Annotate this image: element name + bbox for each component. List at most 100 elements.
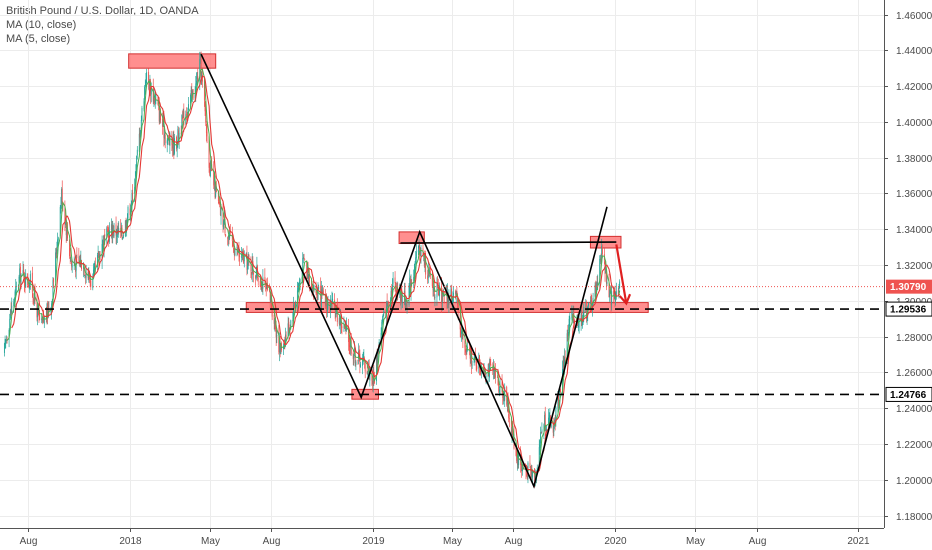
candle-body xyxy=(306,261,308,272)
candle-body xyxy=(366,370,368,375)
legend-ma5: MA (5, close) xyxy=(6,33,71,45)
candle-body xyxy=(483,367,484,376)
candle-body xyxy=(589,300,591,304)
candle-body xyxy=(456,290,458,296)
candle-body xyxy=(292,305,294,322)
candle-body xyxy=(541,429,543,433)
time-tick-label: 2019 xyxy=(362,536,385,547)
candle-body xyxy=(55,252,57,281)
candle-body xyxy=(135,164,137,177)
ma5-line xyxy=(6,68,621,477)
candle-body xyxy=(411,282,413,284)
candle-body xyxy=(455,291,456,295)
candle-body xyxy=(75,255,77,271)
candle-body xyxy=(484,368,486,372)
candle-body xyxy=(213,178,215,185)
candle-body xyxy=(177,129,179,144)
candle-body xyxy=(106,226,108,228)
candle-body xyxy=(187,111,189,115)
candle-body xyxy=(373,373,375,381)
candle-body xyxy=(340,316,342,326)
chart-legend: British Pound / U.S. Dollar, 1D, OANDA M… xyxy=(6,4,199,46)
candle-body xyxy=(555,407,557,422)
candle-body xyxy=(358,349,360,355)
candle-body xyxy=(317,290,319,301)
candle-body xyxy=(65,222,67,225)
candle-body xyxy=(9,318,11,332)
candle-body xyxy=(283,341,285,348)
price-zone xyxy=(128,53,217,69)
candle-body xyxy=(382,318,383,323)
candle-body xyxy=(164,134,165,139)
candle-body xyxy=(408,284,410,306)
candle-body xyxy=(61,189,63,205)
candle-body xyxy=(201,75,203,82)
candle-body xyxy=(307,266,309,279)
candle-body xyxy=(69,239,70,257)
candle-body xyxy=(457,294,458,305)
candle-body xyxy=(360,364,361,368)
candle-body xyxy=(64,207,66,225)
candle-body xyxy=(569,317,571,320)
candle-body xyxy=(326,303,328,311)
candle-body xyxy=(22,269,24,275)
candle-body xyxy=(53,278,55,283)
candle-body xyxy=(446,293,448,302)
candle-body xyxy=(336,306,338,322)
candle-body xyxy=(381,321,383,332)
candle-body xyxy=(33,298,35,304)
candle-body xyxy=(450,289,452,296)
candle-body xyxy=(106,228,108,238)
candle-body xyxy=(190,89,192,94)
candle-body xyxy=(5,339,7,342)
candle-body xyxy=(52,280,54,304)
candle-body xyxy=(326,300,328,311)
candle-body xyxy=(292,320,294,322)
candle-body xyxy=(205,124,207,133)
candle-body xyxy=(413,276,415,282)
candle-body xyxy=(145,81,147,87)
candle-body xyxy=(501,382,503,393)
candle-body xyxy=(349,345,351,348)
candle-body xyxy=(279,341,281,354)
time-tick-label: Aug xyxy=(749,536,767,547)
price-tick-label: 1.22000 xyxy=(896,440,932,451)
candle-body xyxy=(76,254,78,258)
candle-body xyxy=(618,286,620,294)
candle-body xyxy=(136,149,138,156)
candle-body xyxy=(355,361,357,365)
candle-body xyxy=(251,261,253,276)
candle-body xyxy=(595,284,597,295)
candle-body xyxy=(204,101,206,112)
candle-body xyxy=(508,413,510,419)
candle-body xyxy=(581,321,583,326)
candle-body xyxy=(562,361,564,371)
candle-body xyxy=(158,105,160,122)
candle-body xyxy=(214,179,216,198)
candle-body xyxy=(409,277,411,287)
candle-body xyxy=(200,52,202,79)
candle-body xyxy=(601,246,603,255)
candle-body xyxy=(432,286,434,291)
candle-body xyxy=(251,271,253,275)
candle-body xyxy=(512,429,514,439)
candle-body xyxy=(297,288,299,291)
candle-body xyxy=(568,318,570,332)
candle-body xyxy=(134,186,136,194)
candle-body xyxy=(48,308,50,312)
candle-body xyxy=(465,349,466,353)
candle-body xyxy=(84,275,86,277)
candle-body xyxy=(41,317,43,321)
candle-body xyxy=(306,266,308,271)
candle-body xyxy=(227,236,229,239)
candle-body xyxy=(471,351,472,366)
candle-body xyxy=(223,221,225,229)
candle-body xyxy=(158,105,160,107)
candle-body xyxy=(229,231,231,239)
price-tick-label: 1.24000 xyxy=(896,404,932,415)
candle-body xyxy=(377,350,379,367)
candle-body xyxy=(611,291,613,304)
candle-body xyxy=(152,87,154,102)
candle-body xyxy=(225,234,227,236)
